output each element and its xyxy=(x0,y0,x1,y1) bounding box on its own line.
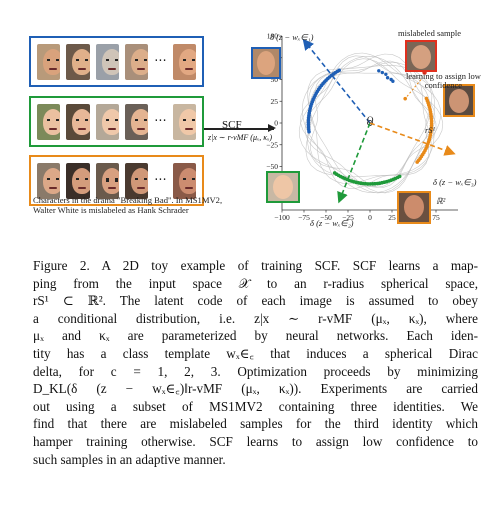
inset-face-green xyxy=(266,171,300,203)
caption-line: μₓ and κₓ are parameterized by neural ne… xyxy=(33,328,478,344)
blue-point xyxy=(307,129,311,134)
face-thumbnail xyxy=(37,162,61,199)
inset-face-blue xyxy=(251,47,281,79)
blue-template-arrow xyxy=(302,38,371,124)
face-thumbnail xyxy=(172,43,196,80)
caption-line: find that there are mislabeled samples f… xyxy=(33,416,478,432)
x-tick-label: −50 xyxy=(320,213,332,222)
density-curve xyxy=(308,62,432,184)
face-thumbnail xyxy=(66,162,90,199)
annotation-learning: learning to assign low confidence xyxy=(406,72,481,90)
caption-line: Figure 2. A 2D toy example of training S… xyxy=(33,258,478,273)
face-thumbnail xyxy=(37,43,61,80)
origin-point xyxy=(367,120,373,126)
blue-point xyxy=(380,70,385,75)
figure-caption: Figure 2. A 2D toy example of training S… xyxy=(33,257,478,468)
annotation-mislabeled: mislabeled sample xyxy=(398,28,462,38)
face-thumbnail xyxy=(172,103,196,140)
caption-line: hamper training otherwise. SCF learns to… xyxy=(33,433,478,449)
y-tick-label: −50 xyxy=(266,162,278,171)
caption-line: delta, for c = 1, 2, 3. Optimization pro… xyxy=(33,363,478,379)
annotation-learning-line: learning to assign low xyxy=(406,71,481,81)
y-tick-label: 50 xyxy=(271,75,279,84)
identity-2-panel: ··· xyxy=(29,96,204,147)
x-tick-label: −25 xyxy=(342,213,354,222)
face-thumbnail xyxy=(124,43,149,80)
caption-line: D_KL(δ (z − wₓ∈꜀)‖r-vMF (μₓ, κₓ)). Exper… xyxy=(33,381,478,397)
face-thumbnail xyxy=(95,103,119,140)
scf-distribution-label: z|x ∼ r-vMF (μₓ, κₓ) xyxy=(208,133,273,142)
panel-caption: Characters in the drama "Breaking Bad". … xyxy=(33,195,223,215)
orange-point xyxy=(403,96,408,101)
face-thumbnail xyxy=(95,43,119,80)
y-tick-label: −25 xyxy=(266,140,278,149)
origin-label: O xyxy=(367,115,374,125)
face-thumbnail xyxy=(172,162,196,199)
x-tick-label: −75 xyxy=(298,213,310,222)
inset-face-orange-top xyxy=(443,84,475,117)
latent-space-plot: −100−75−50−2502550751007550250−25−50−75 xyxy=(251,32,475,224)
x-tick-label: −100 xyxy=(274,213,290,222)
caption-line: ping from the input space 𝒳 to an r-radi… xyxy=(33,275,478,291)
orange-point xyxy=(424,96,429,101)
y-tick-label: 25 xyxy=(271,97,279,106)
caption-line: out using a subset of MS1MV2 containing … xyxy=(33,398,478,414)
scf-label: SCF xyxy=(222,119,242,131)
density-curve xyxy=(301,64,436,194)
blue-point xyxy=(384,72,388,76)
face-thumbnail xyxy=(66,43,90,80)
annotation-r2: ℝ² xyxy=(436,196,446,206)
face-thumbnail xyxy=(37,103,61,140)
y-tick-label: 0 xyxy=(274,119,278,128)
figure-2: ··· ··· ··· Characters in the drama "Bre… xyxy=(0,0,499,248)
ellipsis: ··· xyxy=(154,54,167,69)
green-template-arrow xyxy=(337,122,371,204)
inset-face-orange-bottom xyxy=(397,191,431,224)
y-tick-label: 100 xyxy=(267,32,279,41)
x-tick-label: 25 xyxy=(388,213,396,222)
caption-line: tity has a class template wₓ∈꜀ that indu… xyxy=(33,345,478,361)
annotation-delta-3: δ (z − wₓ∈₃) xyxy=(433,177,477,187)
green-point xyxy=(397,174,402,179)
face-thumbnail xyxy=(95,162,119,199)
caption-line: such samples in an adaptive manner. xyxy=(33,451,226,467)
annotation-rs1: rS¹ xyxy=(425,125,436,135)
orange-template-arrow xyxy=(369,122,456,156)
blue-point xyxy=(391,79,395,83)
panel-caption-line: Walter White is mislabeled as Hank Schra… xyxy=(33,205,189,215)
caption-line: a conditional distribution, i.e. z|x ∼ r… xyxy=(33,310,478,326)
density-curve xyxy=(298,52,442,194)
ellipsis: ··· xyxy=(154,114,167,129)
annotation-learning-line: confidence xyxy=(424,80,463,90)
annotation-delta-2: δ (z − wₓ∈₂) xyxy=(310,218,354,228)
inset-face-mislabeled xyxy=(405,40,437,72)
identity-1-panel: ··· xyxy=(29,36,204,87)
ellipsis: ··· xyxy=(154,173,167,188)
annotation-delta-1: δ (z − wₓ∈₁) xyxy=(270,32,314,42)
density-curves xyxy=(298,52,444,194)
panel-caption-line: Characters in the drama "Breaking Bad". … xyxy=(33,195,223,205)
x-tick-label: 75 xyxy=(432,213,440,222)
identity-3-panel: ··· xyxy=(29,155,204,206)
blue-point xyxy=(385,76,390,80)
density-curve xyxy=(307,55,435,178)
face-thumbnail xyxy=(124,162,149,199)
density-curve xyxy=(304,58,436,188)
caption-line: rS¹ ⊂ ℝ². The latent code of each image … xyxy=(33,293,478,309)
mislabeled-connector xyxy=(404,79,422,99)
x-tick-label: 0 xyxy=(368,213,372,222)
blue-point xyxy=(377,69,381,73)
face-thumbnail xyxy=(66,103,90,140)
face-thumbnail xyxy=(124,103,149,140)
scf-mapping-arrow xyxy=(204,125,276,131)
plot-marks xyxy=(302,38,456,204)
